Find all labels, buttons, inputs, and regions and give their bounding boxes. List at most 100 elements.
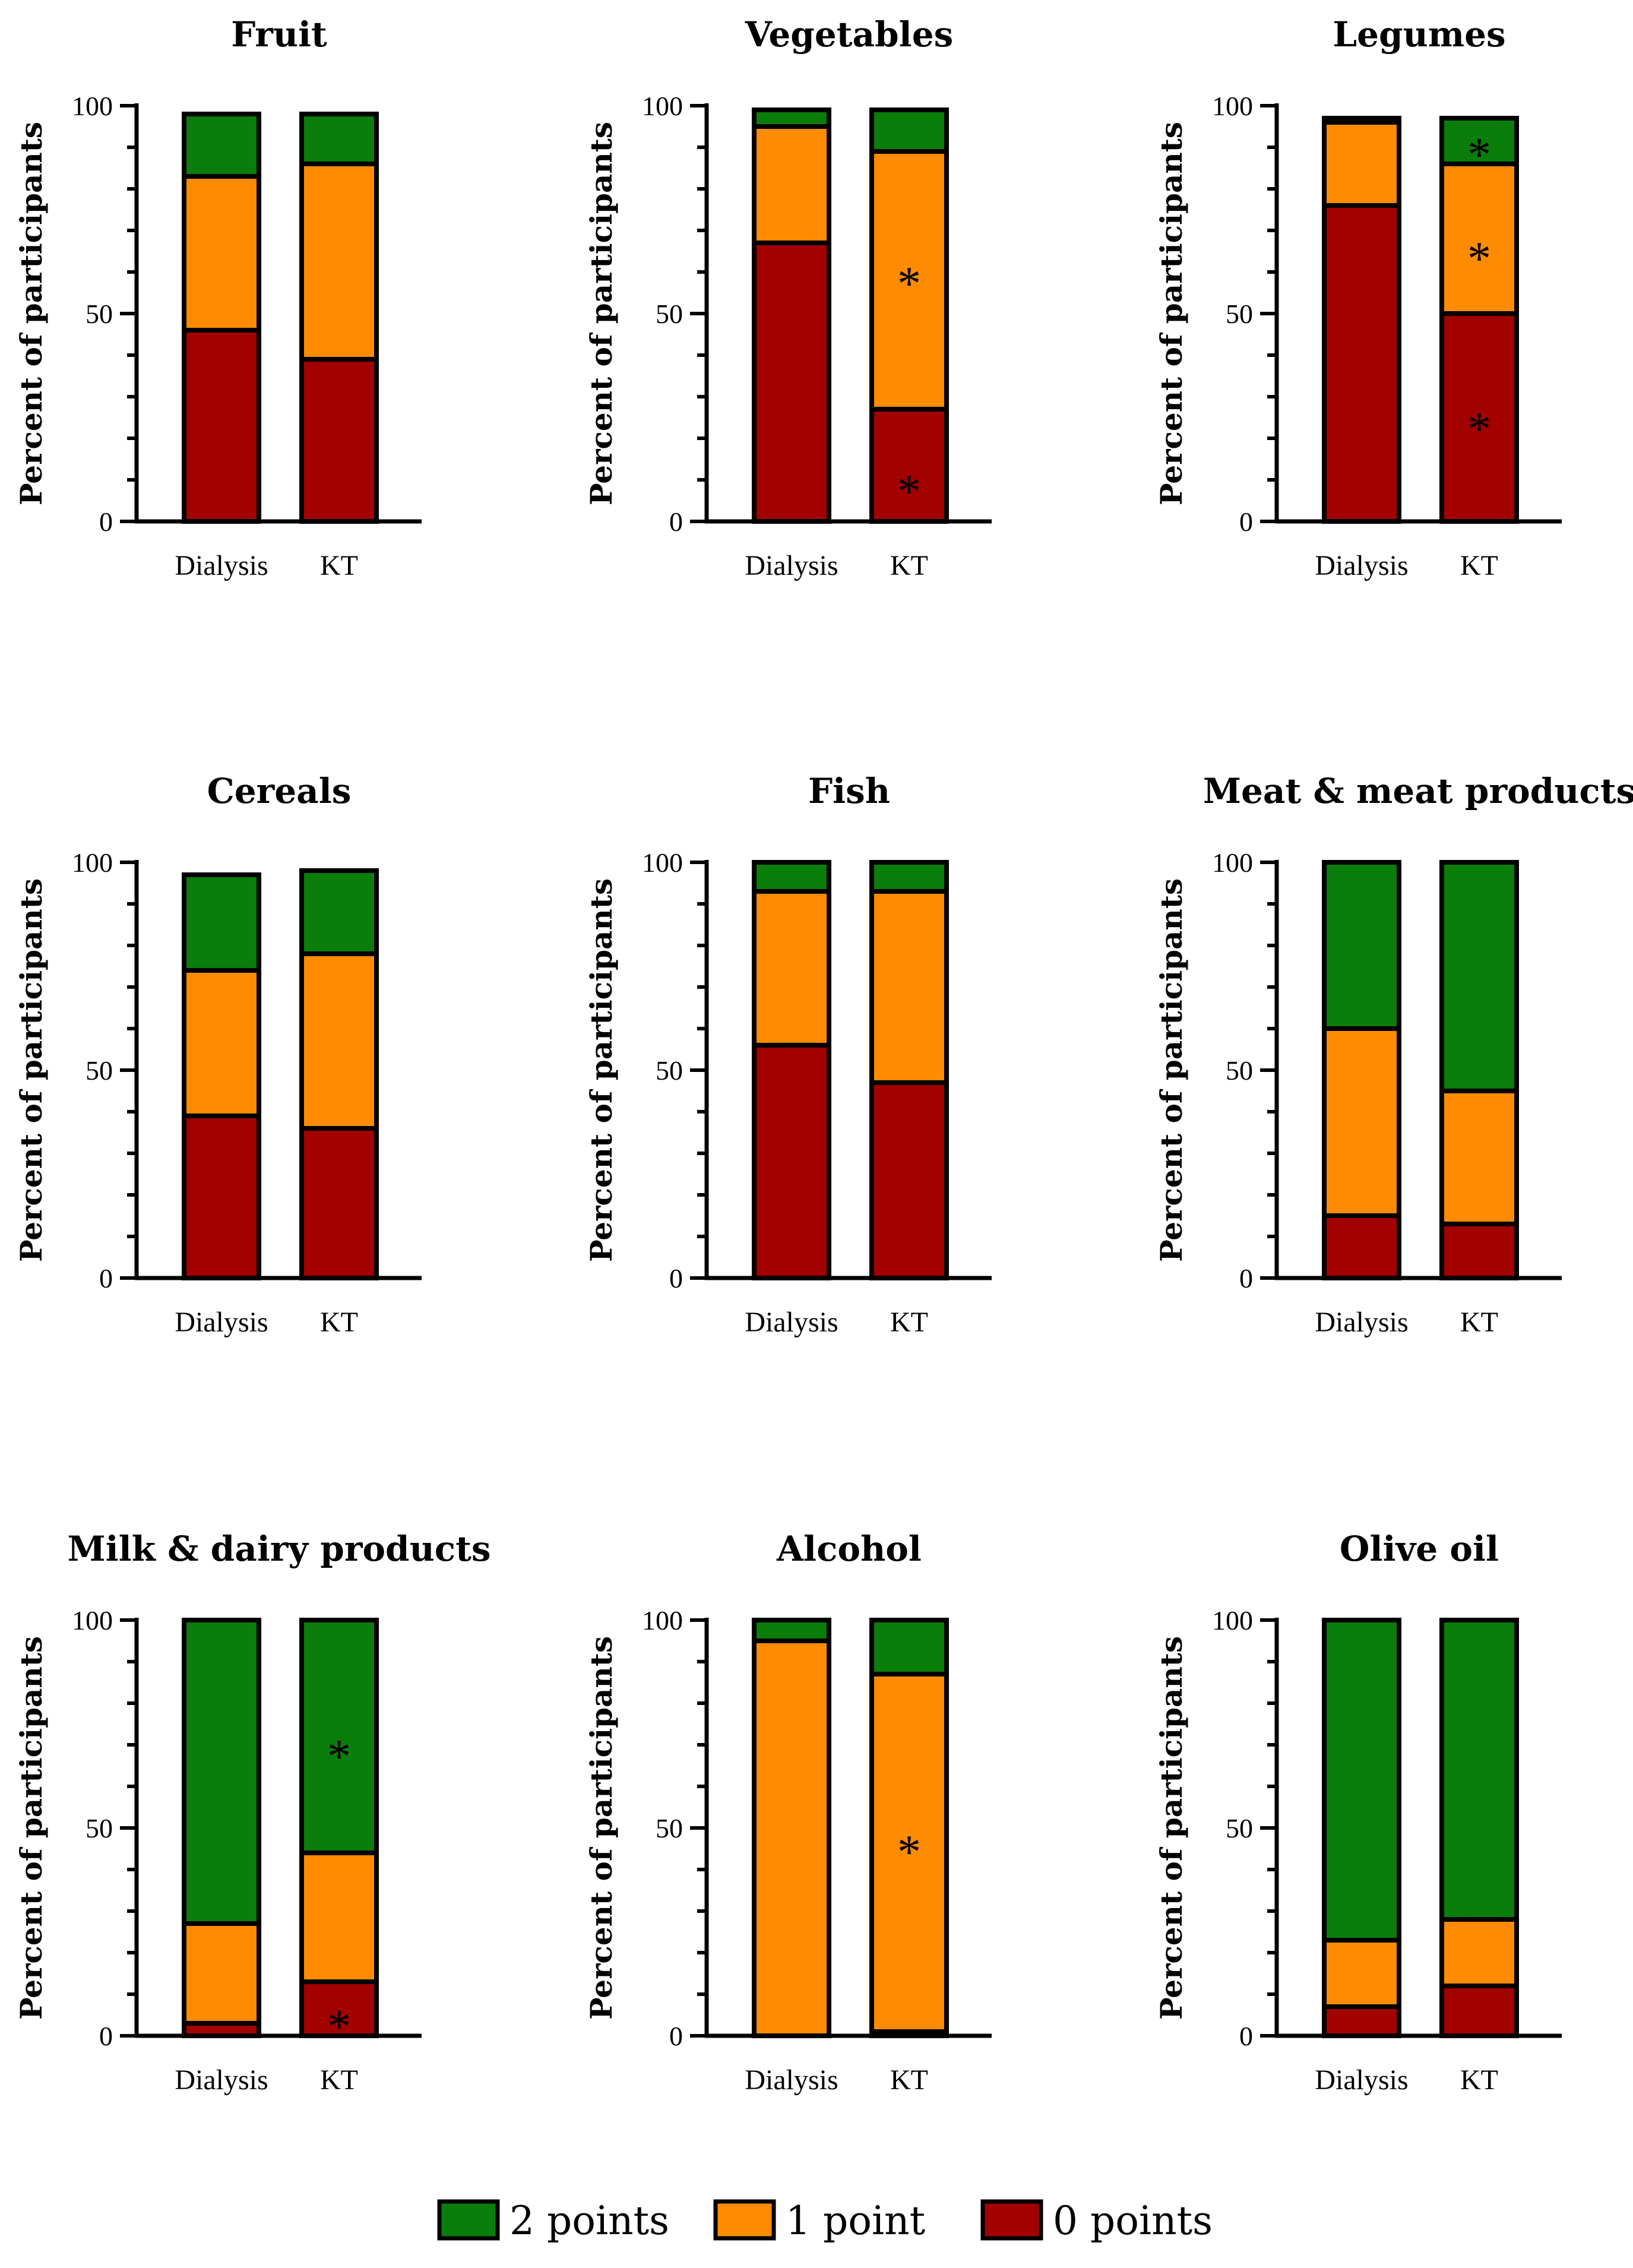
panels-group: Fruit Percent of participants Dialysis KT 0 5… [14,14,1633,2096]
y-tick-label: 50 [1226,299,1253,329]
bar-dialysis-0-points [752,241,831,524]
bar-dialysis-2-points [752,1618,831,1643]
y-tick-label: 0 [669,507,683,537]
bar-kt-1-point [869,889,949,1085]
y-tick-label: 0 [99,1263,113,1293]
panel-vegetables: Vegetables Percent of participants Dialysi… [584,14,992,581]
panel-olive-oil: Olive oil Percent of participants Dialysis… [1154,1529,1562,2096]
bar-kt-1-point [869,1672,949,2034]
y-tick-label: 50 [1226,1055,1253,1086]
y-tick-label: 100 [642,1605,683,1636]
bar-dialysis-2-points [182,1618,261,1926]
y-tick-label: 0 [669,2021,683,2051]
x-tick-label: KT [1460,2064,1498,2096]
y-axis-label: Percent of participants [14,878,49,1262]
bar-kt-2-points [1439,860,1519,1093]
bar-kt-2-points [869,860,949,894]
y-tick-label: 100 [72,1605,113,1636]
chart-title: Milk & dairy products [67,1529,490,1569]
y-tick-label: 0 [669,1263,683,1293]
x-tick-label: Dialysis [175,550,268,581]
x-tick-label: Dialysis [1315,550,1408,581]
y-axis-label: Percent of participants [14,122,49,505]
bar-dialysis-0-points [1322,2004,1401,2038]
y-tick-label: 100 [72,91,113,121]
bar-kt-2-points [869,1618,949,1677]
y-tick-label: 50 [656,299,683,329]
y-tick-label: 100 [1212,1605,1253,1636]
chart-title: Legumes [1333,14,1505,55]
legend-label-1-point: 1 point [786,2198,925,2244]
y-tick-label: 0 [1239,507,1253,537]
y-tick-label: 50 [86,1055,113,1086]
bar-dialysis-1-point [752,124,831,245]
panel-fruit: Fruit Percent of participants Dialysis KT 0 5… [14,14,422,581]
bar-kt-2-points [299,868,379,956]
bar-dialysis-0-points [752,1043,831,1280]
bar-dialysis-1-point [182,968,261,1118]
bar-dialysis-2-points [752,107,831,129]
bar-dialysis-0-points [1322,1213,1401,1280]
bar-dialysis-1-point [1322,1938,1401,2009]
x-tick-label: KT [320,2064,358,2096]
bar-dialysis-2-points [182,872,261,973]
y-tick-label: 100 [72,847,113,878]
legend-label-2-points: 2 points [509,2198,669,2244]
y-axis-label: Percent of participants [584,878,619,1262]
bar-kt-1-point [299,1851,379,1984]
bar-kt-2-points [299,112,379,166]
bar-kt-2-points [1439,1618,1519,1922]
y-tick-label: 50 [1226,1813,1253,1843]
panel-meat-and-meat-products: Meat & meat products Percent of participa… [1154,771,1633,1338]
panel-milk-and-dairy-products: Milk & dairy products Percent of particip… [14,1529,491,2096]
bar-kt-0-points [869,407,949,524]
bar-kt-2-points [1439,116,1519,166]
legend-swatch-2-points [437,2199,500,2241]
x-tick-label: KT [890,550,928,581]
bar-dialysis-1-point [1322,120,1401,208]
legend-swatch-1-point [713,2199,776,2241]
significance-marker: * [897,466,921,518]
y-axis-label: Percent of participants [584,122,619,505]
bar-kt-0-points [299,1126,379,1280]
bar-dialysis-2-points [1322,860,1401,1031]
bar-kt-2-points [869,107,949,154]
bar-dialysis-1-point [752,889,831,1048]
bar-dialysis-1-point [752,1638,831,2038]
x-tick-label: KT [320,550,358,581]
x-tick-label: Dialysis [745,550,838,581]
x-tick-label: Dialysis [745,2064,838,2096]
chart-title: Cereals [207,771,352,811]
chart-title: Meat & meat products [1203,771,1633,811]
bar-kt-0-points [1439,1222,1519,1280]
bar-dialysis-2-points [1322,1618,1401,1943]
y-tick-label: 100 [642,91,683,121]
significance-marker: * [327,2001,351,2053]
x-tick-label: KT [320,1307,358,1338]
bar-kt-0-points [299,357,379,524]
y-tick-label: 50 [656,1055,683,1086]
legend-label-0-points: 0 points [1053,2198,1213,2244]
y-tick-label: 100 [642,847,683,878]
bar-kt-1-point [1439,1917,1519,1988]
y-tick-label: 0 [1239,2021,1253,2051]
chart-title: Olive oil [1340,1529,1499,1569]
x-tick-label: KT [890,2064,928,2096]
y-tick-label: 100 [1212,847,1253,878]
panel-cereals: Cereals Percent of participants Dialysis KT… [14,771,422,1338]
chart-title: Vegetables [745,14,954,55]
x-tick-label: Dialysis [745,1307,838,1338]
bar-dialysis-1-point [182,174,261,333]
legend: 2 points 1 point 0 points [437,2198,1213,2244]
bar-kt-2-points [299,1618,379,1855]
x-tick-label: KT [890,1307,928,1338]
y-axis-label: Percent of participants [1154,122,1189,505]
bar-dialysis-1-point [182,1921,261,2026]
chart-title: Fish [808,771,890,811]
significance-marker: * [1467,233,1491,285]
y-tick-label: 50 [86,1813,113,1843]
bar-dialysis-2-points [752,860,831,894]
bar-dialysis-2-points [1322,116,1401,125]
bar-kt-1-point [299,951,379,1131]
